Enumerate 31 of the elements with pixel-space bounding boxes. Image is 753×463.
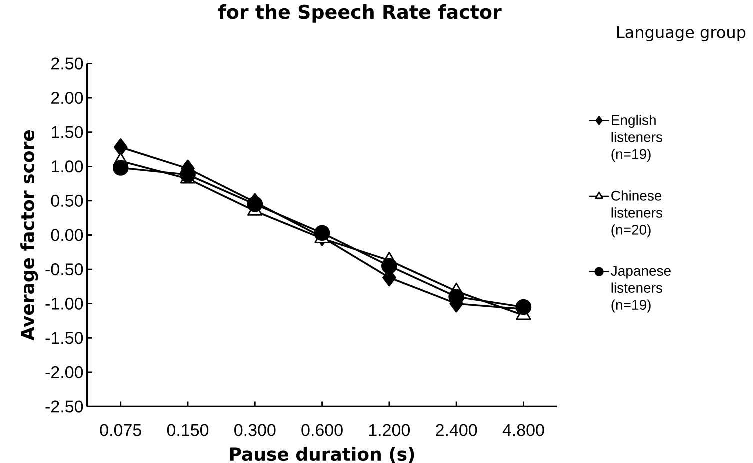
x-tick-label: 4.800 <box>502 424 544 436</box>
x-tick-label: 1.200 <box>369 424 410 436</box>
x-tick-label: 0.600 <box>302 424 343 436</box>
point <box>114 138 128 156</box>
y-tick-label: -0.50 <box>46 264 84 276</box>
chart-title: for the Speech Rate factor <box>218 4 502 23</box>
legend-title: Language group <box>618 26 746 42</box>
x-tick-label: 0.300 <box>234 424 276 436</box>
point <box>382 258 398 274</box>
y-tick-label: -1.00 <box>46 298 84 310</box>
y-axis-title: Average factor score <box>20 130 38 341</box>
y-tick-label: -1.50 <box>46 332 84 344</box>
y-tick-label: 2.50 <box>52 58 84 70</box>
x-axis-title: Pause duration (s) <box>230 447 414 463</box>
point <box>516 299 532 316</box>
point <box>247 196 264 212</box>
legend-label: English listeners (n=19) <box>612 114 662 162</box>
y-tick-label: 0.50 <box>51 194 84 207</box>
x-tick-label: 2.400 <box>436 424 478 436</box>
y-tick-label: -2.00 <box>46 366 84 378</box>
legend-label: Japanese listeners (n=19) <box>611 266 671 313</box>
x-tick-label: 0.150 <box>167 424 209 436</box>
y-tick-label: -2.50 <box>46 400 84 413</box>
point <box>314 225 330 242</box>
legend-label: Chinese listeners (n=20) <box>612 190 662 238</box>
x-tick-label: 0.075 <box>100 424 142 436</box>
y-tick-label: 2.00 <box>52 92 84 104</box>
y-tick-label: 0.00 <box>51 229 84 242</box>
y-tick-label: 1.50 <box>52 126 84 138</box>
y-tick-label: 1.00 <box>52 160 84 173</box>
point <box>112 160 129 176</box>
